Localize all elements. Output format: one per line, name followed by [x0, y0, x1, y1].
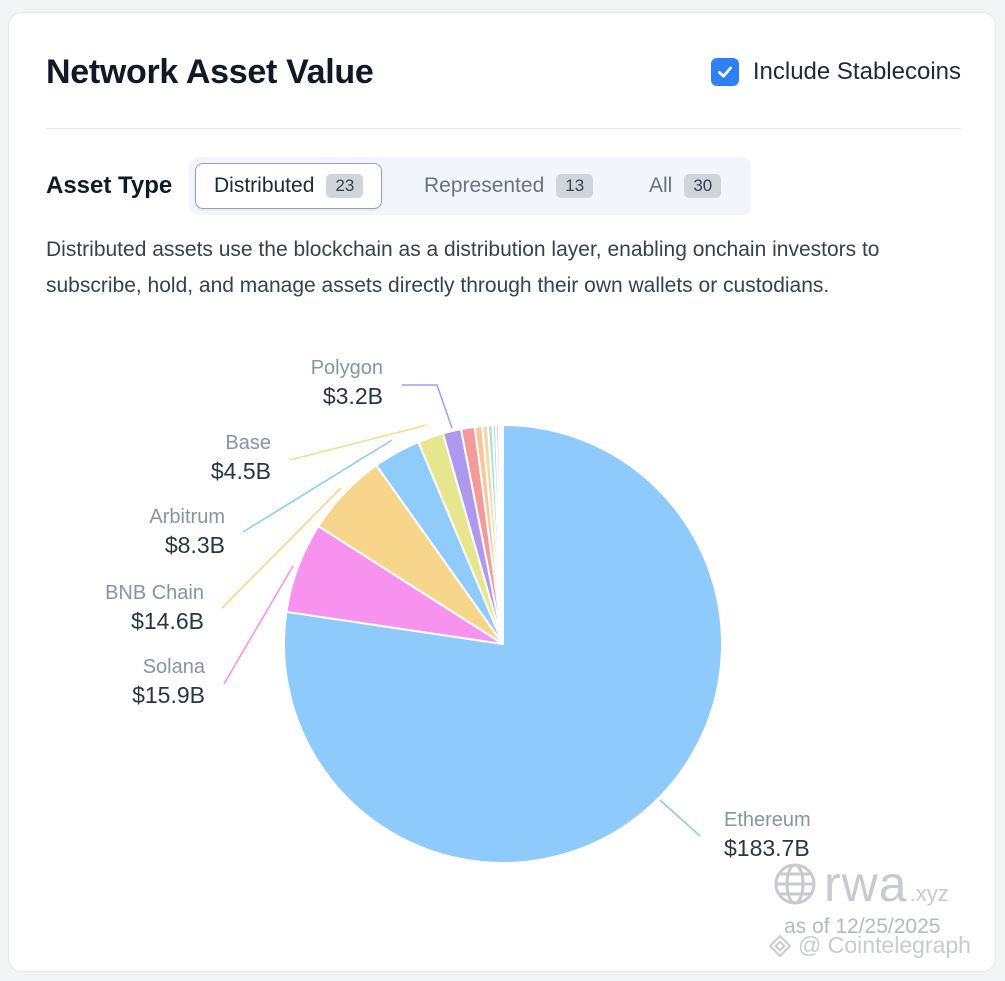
leader-line-polygon — [402, 384, 453, 429]
slice-value-ethereum: $183.7B — [724, 835, 810, 861]
pie-slice-other-13[interactable] — [500, 423, 504, 645]
slice-value-polygon: $3.2B — [323, 383, 383, 409]
slice-label-ethereum: Ethereum — [724, 809, 811, 831]
tab-all[interactable]: All 30 — [631, 163, 739, 209]
include-stablecoins-label: Include Stablecoins — [752, 58, 961, 85]
tab-distributed[interactable]: Distributed 23 — [195, 163, 383, 209]
slice-label-bnb-chain: BNB Chain — [105, 582, 204, 604]
slice-label-solana: Solana — [143, 656, 206, 678]
page-title: Network Asset Value — [46, 53, 374, 91]
asset-type-description: Distributed assets use the blockchain as… — [46, 238, 880, 297]
include-stablecoins-toggle[interactable]: Include Stablecoins — [710, 58, 961, 86]
diamond-logo-icon — [768, 934, 792, 957]
tab-represented-label: Represented — [424, 174, 545, 197]
asset-type-label: Asset Type — [46, 172, 173, 199]
tab-all-label: All — [649, 174, 673, 197]
tab-represented[interactable]: Represented 13 — [406, 163, 611, 209]
slice-value-bnb-chain: $14.6B — [131, 608, 204, 634]
leader-line-base — [289, 424, 428, 461]
credit-text: @ Cointelegraph — [798, 932, 971, 958]
rwa-watermark: rwa .xyz — [772, 855, 949, 913]
include-stablecoins-checkbox[interactable] — [710, 58, 739, 86]
globe-icon — [774, 863, 816, 905]
slice-label-base: Base — [225, 432, 271, 454]
watermark-brand-suffix: .xyz — [909, 881, 949, 906]
slice-value-base: $4.5B — [211, 458, 271, 484]
leader-line-solana — [223, 565, 294, 685]
checkmark-icon — [717, 66, 732, 78]
leader-line-ethereum — [659, 799, 701, 837]
header-divider — [46, 128, 961, 129]
slice-label-polygon: Polygon — [311, 357, 383, 379]
leader-line-arbitrum — [242, 439, 393, 533]
watermark-brand: rwa — [824, 856, 908, 912]
asset-type-tabs: Distributed 23 Represented 13 All 30 — [189, 157, 751, 215]
leader-line-bnb-chain — [221, 487, 342, 609]
slice-label-arbitrum: Arbitrum — [149, 506, 225, 528]
cointelegraph-credit: @ Cointelegraph — [768, 932, 971, 959]
tab-all-count: 30 — [684, 174, 722, 198]
tab-represented-count: 13 — [556, 174, 594, 198]
tab-distributed-label: Distributed — [214, 174, 315, 197]
tab-distributed-count: 23 — [326, 174, 364, 198]
slice-value-arbitrum: $8.3B — [165, 532, 225, 558]
slice-value-solana: $15.9B — [132, 682, 205, 708]
as-of-date: as of 12/25/2025 — [784, 915, 941, 938]
